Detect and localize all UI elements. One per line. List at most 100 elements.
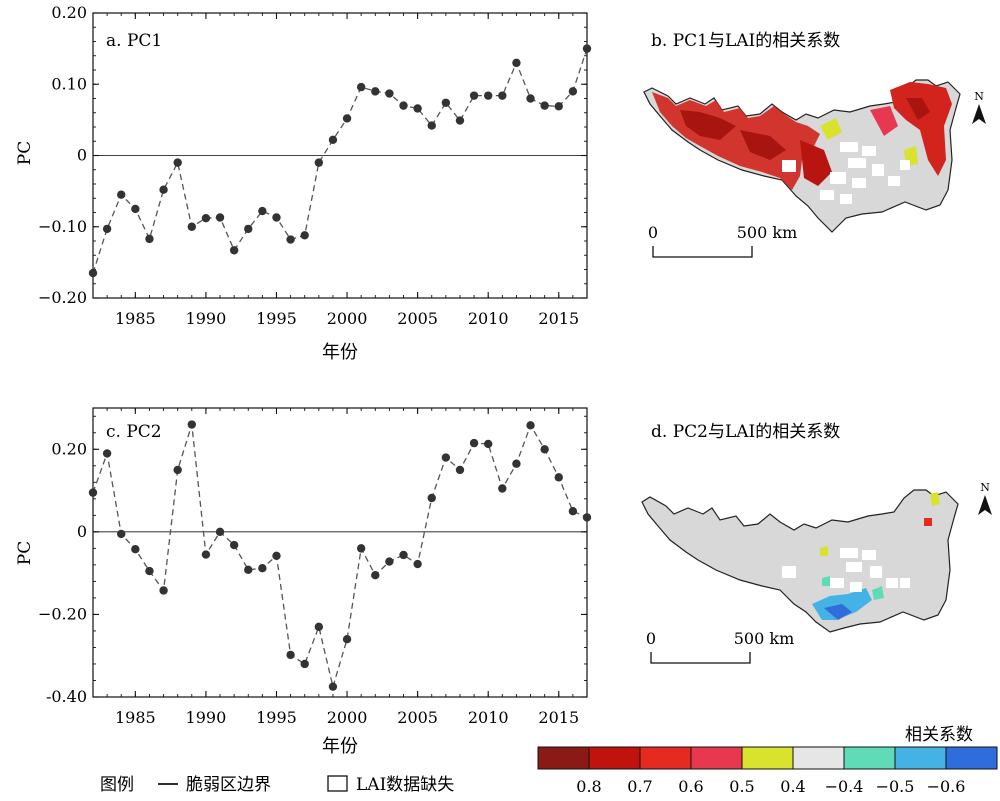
colorbar-cell — [690, 746, 743, 770]
panel-c-ylabel: PC — [15, 541, 35, 565]
panel-a-point — [300, 231, 309, 240]
panel-c-point — [300, 659, 309, 669]
colorbar-cell — [945, 746, 998, 770]
colorbar-cell — [741, 746, 794, 770]
panel-a-point — [286, 235, 295, 244]
panel-c-xtick-label: 1995 — [256, 708, 297, 727]
colorbar-cell — [537, 746, 590, 770]
panel-a-label: a. PC1 — [106, 31, 162, 51]
panel-c-point — [582, 513, 592, 522]
panel-a-point — [371, 87, 380, 96]
panel-c-point — [215, 527, 225, 537]
panel-d-region-outline — [641, 489, 959, 633]
panel-b-missing-data-blocks — [782, 142, 910, 204]
panel-c-point — [484, 439, 493, 449]
panel-c-point — [244, 565, 253, 575]
panel-a-point — [427, 121, 436, 130]
panel-c-point — [568, 507, 578, 516]
panel-b-corr-patch — [890, 82, 952, 176]
panel-a-point — [173, 158, 182, 167]
colorbar-tick-label: 0.4 — [780, 777, 805, 796]
panel-d-map: d. PC2与LAI的相关系数 N 0 500 km — [641, 422, 992, 664]
panel-c-point — [131, 544, 140, 554]
panel-a-point — [512, 58, 521, 68]
panel-a-point — [88, 268, 98, 278]
panel-a-xlabel: 年份 — [322, 342, 358, 363]
panel-b-scale-label: 500 km — [737, 223, 798, 242]
panel-a-point — [540, 101, 549, 110]
panel-c-point — [427, 493, 436, 503]
panel-c-point — [342, 635, 352, 644]
panel-a-point — [526, 94, 535, 103]
panel-d-scale-bar — [650, 652, 751, 664]
panel-d-title: d. PC2与LAI的相关系数 — [651, 422, 840, 442]
panel-b-corr-patch — [680, 110, 736, 140]
panel-c-xtick-label: 2000 — [327, 708, 368, 727]
legend-missing-swatch — [327, 775, 348, 792]
colorbar-cell — [843, 746, 896, 770]
panel-b-corr-patch — [906, 98, 930, 120]
panel-a-point — [314, 158, 324, 167]
panel-a-point — [413, 104, 422, 113]
panel-d-corr-patch — [930, 492, 940, 506]
panel-b-corr-patch — [740, 130, 786, 160]
panel-a-ytick-label: −0.10 — [38, 217, 87, 236]
panel-a-point — [229, 246, 239, 255]
colorbar-tick-label: 0.6 — [678, 777, 703, 796]
panel-c-point — [526, 421, 535, 430]
panel-c-point — [272, 551, 281, 561]
panel-c-xtick-label: 1990 — [186, 708, 227, 727]
panel-a-point — [328, 135, 338, 145]
panel-c-point — [314, 622, 324, 632]
panel-b-title: b. PC1与LAI的相关系数 — [651, 31, 840, 51]
panel-c-ytick-label: 0 — [77, 522, 87, 541]
panel-a-point — [385, 89, 394, 98]
panel-a-ytick-label: 0 — [77, 146, 87, 165]
panel-a-ytick-label: −0.20 — [38, 288, 87, 307]
colorbar: 相关系数 0.8 0.7 0.6 0.5 0.4 −0.4 −0.5 −0.6 — [537, 725, 998, 796]
panel-c-point — [201, 550, 211, 559]
panel-d-corr-patch — [822, 576, 830, 586]
colorbar-tick-label: −0.5 — [876, 777, 915, 796]
panel-c-point — [159, 586, 168, 595]
panel-a-point — [582, 44, 592, 53]
panel-a-ytick-label: 0.10 — [51, 74, 87, 93]
panel-c-point — [399, 550, 408, 560]
panel-c-point — [328, 682, 338, 691]
panel-c-pc2-chart: PC -0.40 −0.20 0 0.20 1985 1990 1995 2000 2005 20… — [15, 407, 592, 757]
panel-b-corr-patch — [870, 106, 898, 136]
panel-a-point — [187, 222, 196, 231]
panel-a-point — [145, 234, 154, 244]
panel-c-point — [413, 559, 422, 569]
legend-title: 图例 — [100, 775, 134, 795]
panel-a-point — [455, 116, 465, 125]
panel-c-point — [469, 438, 479, 448]
panel-a-point — [102, 224, 112, 234]
colorbar-cell — [792, 746, 845, 770]
panel-c-point — [455, 465, 465, 475]
colorbar-tick-label: 0.7 — [627, 777, 652, 796]
panel-d-corr-patch — [820, 546, 828, 556]
panel-a-pc1-chart: PC −0.20 −0.10 0 0.10 0.20 1985 1990 1995 2000 20… — [15, 3, 592, 363]
panel-a-point — [469, 91, 479, 100]
panel-c-point — [117, 529, 126, 539]
panel-a-point — [201, 214, 211, 223]
panel-c-point — [356, 544, 366, 553]
colorbar-cell — [639, 746, 692, 770]
panel-a-point — [244, 224, 253, 234]
panel-a-ylabel: PC — [15, 141, 35, 165]
panel-c-point — [145, 566, 154, 576]
panel-a-point — [258, 206, 267, 216]
panel-a-point — [399, 101, 408, 110]
panel-a-point — [131, 204, 140, 214]
panel-b-north-label: N — [974, 90, 984, 103]
panel-c-xtick-label: 2005 — [397, 708, 438, 727]
panel-a-point — [159, 185, 168, 194]
colorbar-cell — [894, 746, 947, 770]
panel-c-frame — [92, 407, 588, 698]
panel-d-scale-zero: 0 — [646, 629, 656, 648]
legend: 图例 脆弱区边界 LAI数据缺失 — [100, 775, 454, 795]
colorbar-tick-labels: 0.8 0.7 0.6 0.5 0.4 −0.4 −0.5 −0.6 — [576, 777, 965, 796]
panel-c-point — [229, 540, 239, 550]
panel-c-point — [371, 571, 380, 580]
